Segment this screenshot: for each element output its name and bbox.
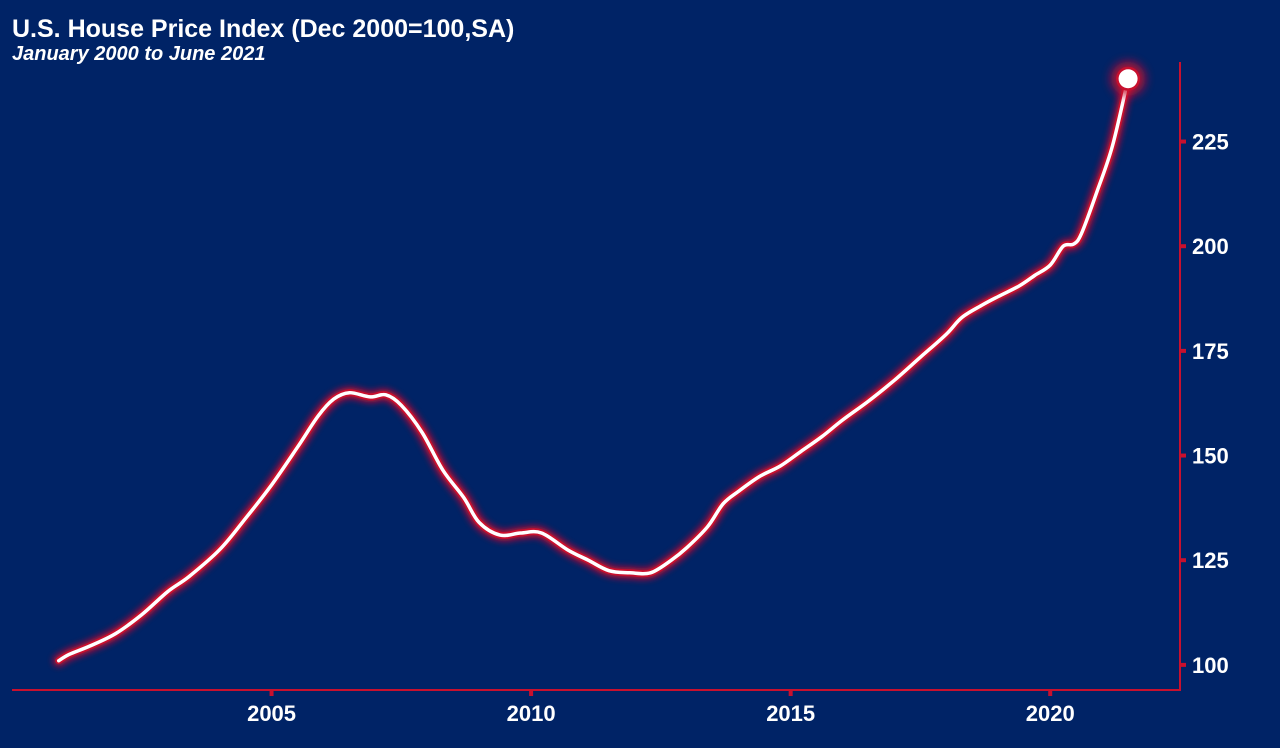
end-point-marker (1118, 69, 1138, 89)
series-line-outline (55, 75, 1132, 665)
x-tick-label: 2020 (1026, 701, 1075, 726)
chart-subtitle: January 2000 to June 2021 (12, 43, 266, 65)
y-tick-label: 150 (1192, 444, 1229, 469)
series-line-glow (53, 73, 1134, 667)
chart-title: U.S. House Price Index (Dec 2000=100,SA) (12, 15, 515, 43)
y-tick-label: 200 (1192, 234, 1229, 259)
x-tick-label: 2005 (247, 701, 296, 726)
y-tick-label: 100 (1192, 653, 1229, 678)
y-tick-label: 125 (1192, 548, 1229, 573)
x-tick-label: 2015 (766, 701, 815, 726)
series-layer (53, 61, 1146, 667)
axes: 2005 2010 2015 2020 100 125 150 175 200 225 (12, 62, 1229, 726)
y-tick-label: 225 (1192, 130, 1229, 155)
y-tick-label: 175 (1192, 339, 1229, 364)
x-tick-label: 2010 (507, 701, 556, 726)
series-line (56, 76, 1130, 663)
